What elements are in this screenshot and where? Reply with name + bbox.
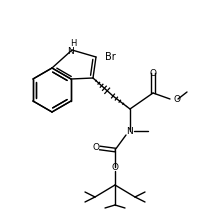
Text: O: O [92, 143, 100, 153]
Text: O: O [111, 163, 119, 171]
Text: O: O [150, 68, 156, 78]
Text: O: O [174, 95, 181, 103]
Text: H: H [70, 39, 76, 47]
Text: N: N [127, 126, 133, 136]
Text: Br: Br [105, 52, 115, 62]
Text: N: N [68, 47, 74, 56]
